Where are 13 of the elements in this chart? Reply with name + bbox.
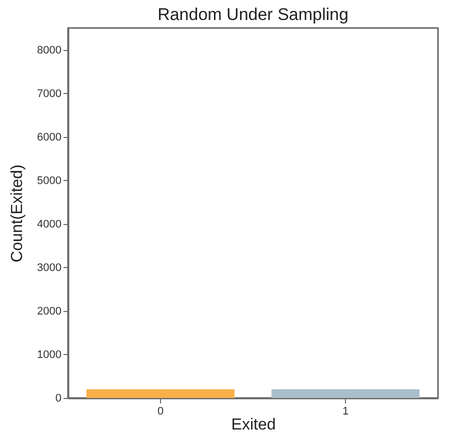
y-tick-label: 7000	[37, 88, 62, 100]
chart-title: Random Under Sampling	[158, 5, 348, 24]
y-tick-label: 4000	[37, 218, 62, 230]
y-tick-label: 8000	[37, 44, 62, 56]
y-tick-label: 5000	[37, 174, 62, 187]
y-tick-label: 6000	[37, 131, 62, 144]
x-tick-label: 1	[342, 406, 349, 418]
y-tick-label: 2000	[37, 305, 62, 318]
x-axis-title: Exited	[231, 416, 276, 434]
y-tick-label: 3000	[37, 262, 62, 274]
y-axis-title: Count(Exited)	[9, 164, 26, 262]
y-tick-label: 0	[55, 392, 62, 404]
y-tick-label: 1000	[37, 348, 62, 361]
